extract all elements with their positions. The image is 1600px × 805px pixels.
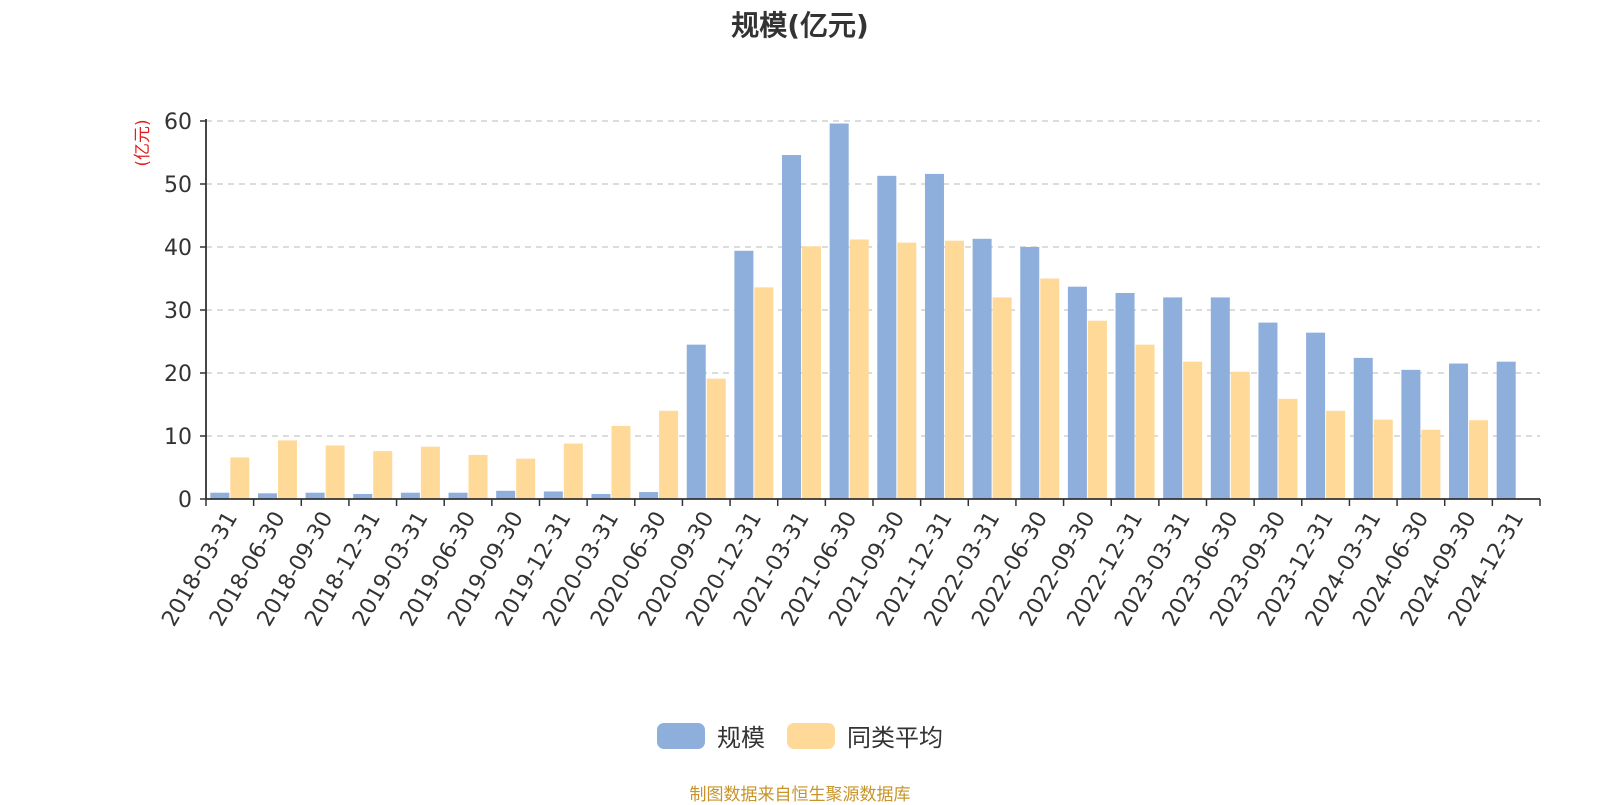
bar-peer-average[interactable] xyxy=(277,440,297,499)
chart-title: 规模(亿元) xyxy=(731,9,869,42)
bar-peer-average[interactable] xyxy=(849,239,869,499)
bar-scale[interactable] xyxy=(686,344,706,499)
bar-scale[interactable] xyxy=(1163,297,1183,499)
bar-peer-average[interactable] xyxy=(1326,410,1346,499)
bar-scale[interactable] xyxy=(1353,357,1373,499)
legend-label-peer-average: 同类平均 xyxy=(847,724,943,752)
bar-peer-average[interactable] xyxy=(944,240,964,499)
bar-peer-average[interactable] xyxy=(1278,398,1298,499)
bar-scale[interactable] xyxy=(1020,247,1040,499)
bar-peer-average[interactable] xyxy=(230,457,250,499)
bar-peer-average[interactable] xyxy=(1421,429,1441,499)
legend-item-scale[interactable]: 规模 xyxy=(657,718,765,753)
bar-peer-average[interactable] xyxy=(325,445,345,499)
bar-peer-average[interactable] xyxy=(754,287,774,499)
y-tick-label: 60 xyxy=(164,110,192,135)
bar-peer-average[interactable] xyxy=(1230,371,1250,499)
bars xyxy=(210,123,1516,500)
legend: 规模 同类平均 xyxy=(0,718,1600,753)
bar-scale[interactable] xyxy=(972,238,992,499)
bar-scale[interactable] xyxy=(877,175,897,499)
legend-label-scale: 规模 xyxy=(717,724,765,752)
bar-scale[interactable] xyxy=(1258,322,1278,499)
bar-peer-average[interactable] xyxy=(1135,344,1155,499)
bar-scale[interactable] xyxy=(448,492,468,499)
bar-scale[interactable] xyxy=(734,250,754,499)
y-tick-label: 30 xyxy=(164,299,192,324)
bar-scale[interactable] xyxy=(591,493,611,499)
bar-scale[interactable] xyxy=(305,492,325,499)
legend-swatch-scale xyxy=(657,722,705,749)
bar-scale[interactable] xyxy=(1449,363,1469,499)
bar-scale[interactable] xyxy=(1210,297,1230,499)
bar-peer-average[interactable] xyxy=(992,297,1012,499)
y-tick-label: 20 xyxy=(164,362,192,387)
bar-peer-average[interactable] xyxy=(1373,419,1393,499)
bar-scale[interactable] xyxy=(829,123,849,500)
bar-scale[interactable] xyxy=(257,493,277,499)
axes: 01020304050602018-03-312018-06-302018-09… xyxy=(157,110,1541,631)
bar-scale[interactable] xyxy=(639,492,659,499)
bar-scale[interactable] xyxy=(496,490,516,499)
bar-scale[interactable] xyxy=(924,173,944,500)
bar-scale[interactable] xyxy=(1067,286,1087,499)
bar-scale[interactable] xyxy=(782,155,802,499)
bar-peer-average[interactable] xyxy=(897,242,917,499)
bar-peer-average[interactable] xyxy=(373,451,393,499)
bar-peer-average[interactable] xyxy=(563,443,583,499)
bar-peer-average[interactable] xyxy=(706,378,726,499)
y-tick-label: 10 xyxy=(164,425,192,450)
bar-scale[interactable] xyxy=(1306,332,1326,499)
bar-peer-average[interactable] xyxy=(1040,278,1060,500)
bar-peer-average[interactable] xyxy=(659,410,679,499)
bar-peer-average[interactable] xyxy=(420,446,440,499)
bar-scale[interactable] xyxy=(1496,361,1516,499)
legend-swatch-peer-average xyxy=(787,722,835,749)
bar-peer-average[interactable] xyxy=(468,454,488,499)
y-tick-label: 50 xyxy=(164,173,192,198)
bar-scale[interactable] xyxy=(1401,369,1421,499)
bar-scale[interactable] xyxy=(400,492,420,499)
bar-scale[interactable] xyxy=(1115,292,1135,499)
gridlines xyxy=(206,120,1540,437)
bar-peer-average[interactable] xyxy=(611,425,631,499)
y-tick-label: 0 xyxy=(178,488,192,513)
bar-peer-average[interactable] xyxy=(802,246,822,499)
bar-peer-average[interactable] xyxy=(1469,420,1489,499)
y-axis-label: (亿元) xyxy=(133,119,153,166)
bar-peer-average[interactable] xyxy=(1087,320,1107,499)
bar-scale[interactable] xyxy=(543,491,563,499)
bar-scale[interactable] xyxy=(353,493,373,499)
source-note: 制图数据来自恒生聚源数据库 xyxy=(689,785,911,805)
legend-item-peer-average[interactable]: 同类平均 xyxy=(787,718,943,753)
bar-scale[interactable] xyxy=(210,492,230,499)
y-tick-label: 40 xyxy=(164,236,192,261)
bar-peer-average[interactable] xyxy=(1183,361,1203,499)
bar-peer-average[interactable] xyxy=(516,458,536,499)
